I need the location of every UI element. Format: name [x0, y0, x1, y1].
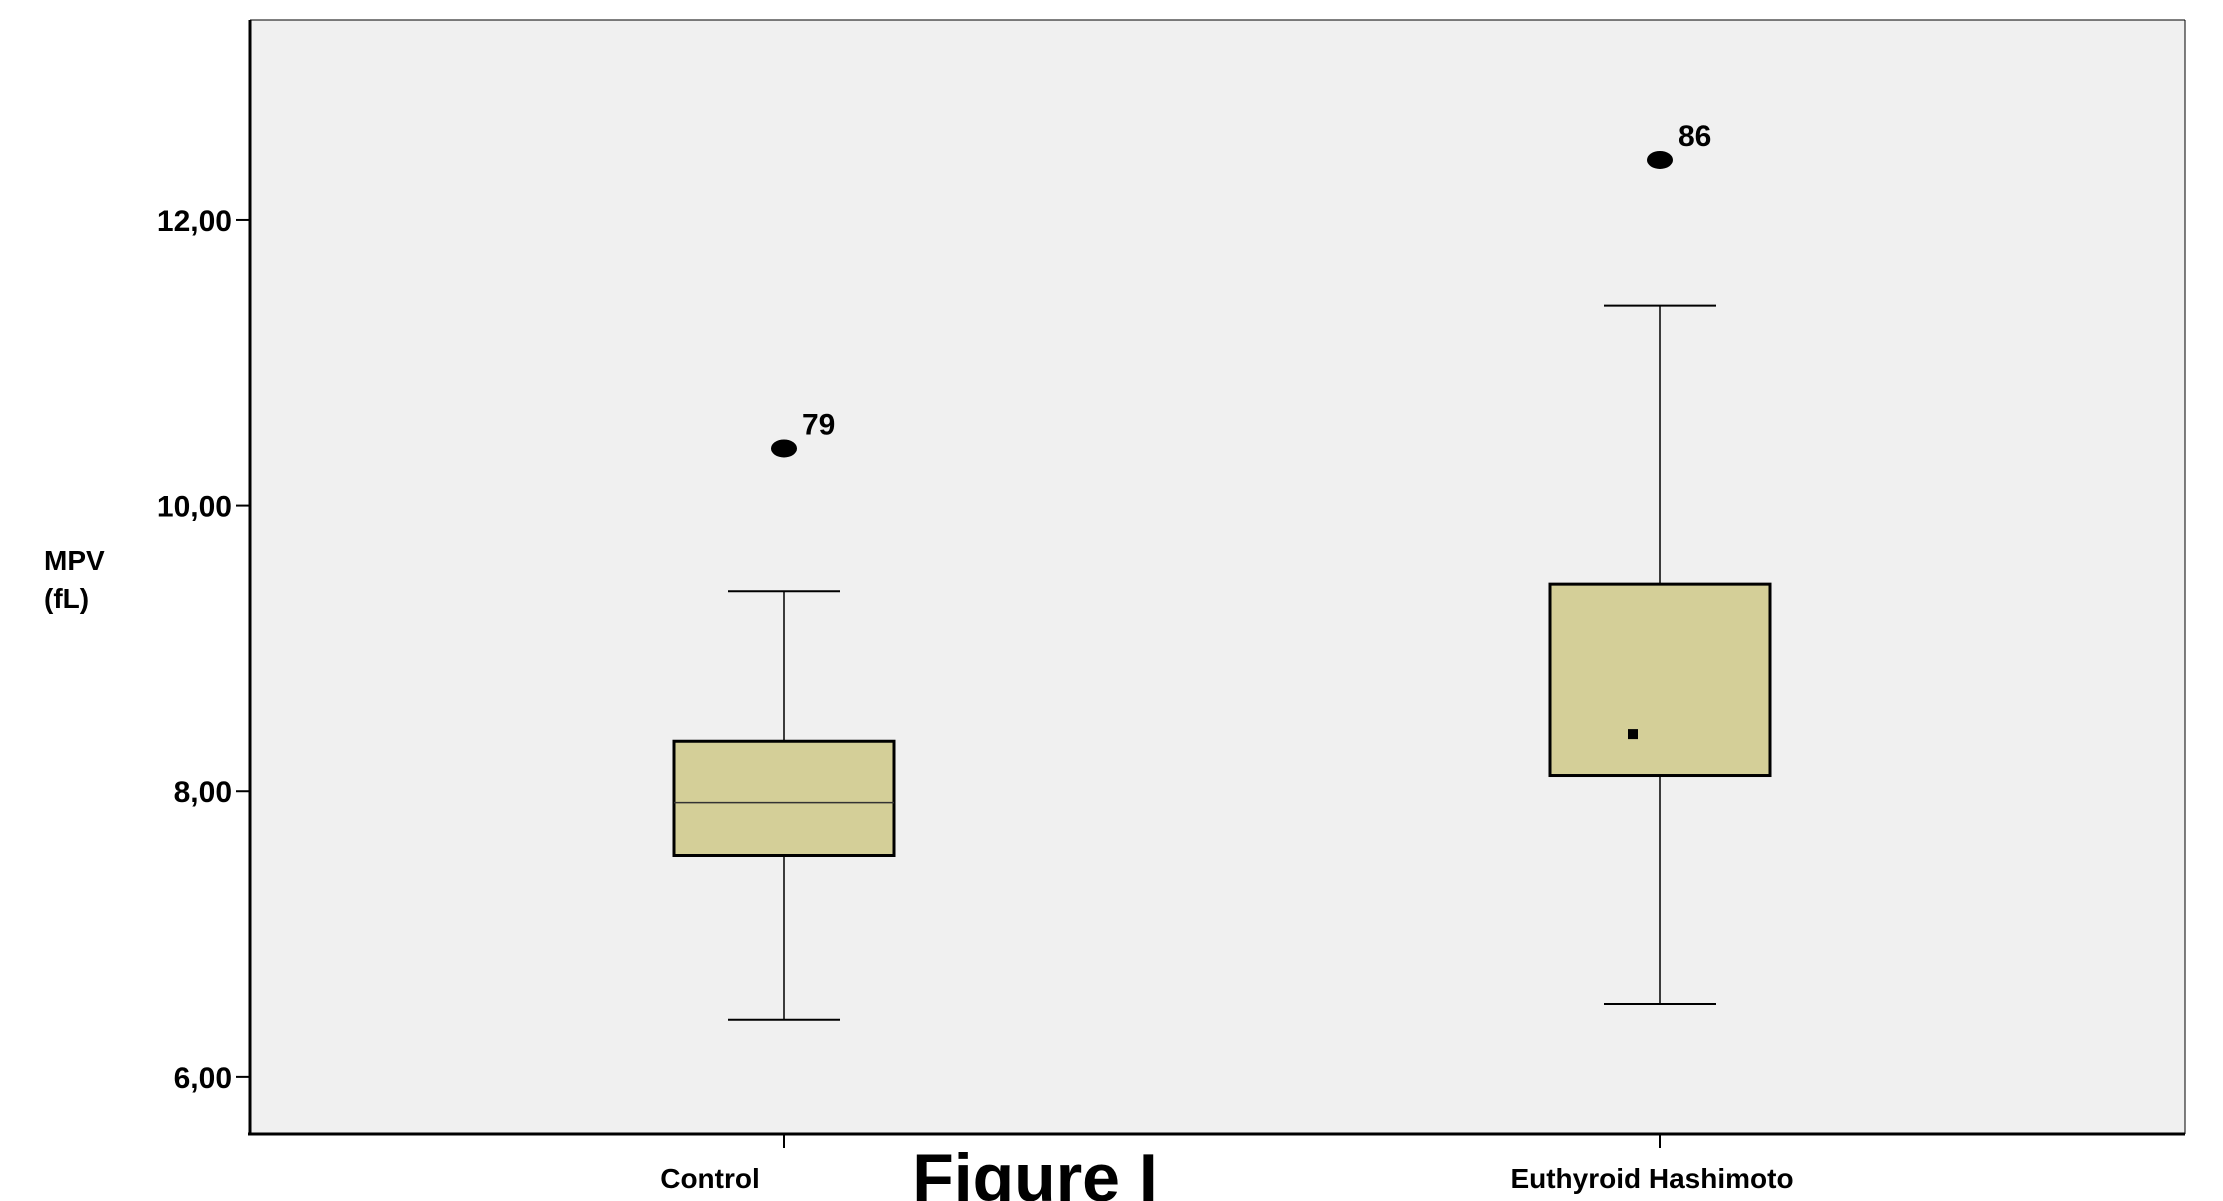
boxes: 79 86 — [672, 120, 1772, 1021]
figure-caption: Figure I — [912, 1140, 1158, 1201]
y-tick-label: 12,00 — [157, 205, 232, 238]
plot-area — [250, 20, 2185, 1134]
x-category-label: Control — [660, 1163, 760, 1194]
axes — [248, 19, 2186, 1136]
x-axis-ticks: Control Euthyroid Hashimoto — [660, 1134, 1794, 1194]
y-tick-label: 8,00 — [174, 776, 232, 809]
outlier-label: 86 — [1678, 120, 1711, 153]
y-axis-title-line-1: MPV — [44, 545, 105, 576]
iqr-box — [672, 739, 896, 857]
iqr-box — [1548, 582, 1772, 778]
y-axis-title-line-2: (fL) — [44, 583, 89, 614]
outlier-point — [771, 439, 797, 458]
y-axis-ticks: 6,00 8,00 10,00 12,00 — [157, 205, 250, 1095]
outlier-label: 79 — [802, 408, 835, 441]
x-category-label: Euthyroid Hashimoto — [1510, 1163, 1793, 1194]
y-tick-label: 10,00 — [157, 491, 232, 524]
box-control: 79 — [672, 408, 896, 1021]
box-euthyroid-hashimoto: 86 — [1548, 120, 1772, 1006]
median-marker — [1628, 729, 1638, 740]
outlier-point — [1647, 150, 1673, 169]
y-tick-label: 6,00 — [174, 1062, 232, 1095]
